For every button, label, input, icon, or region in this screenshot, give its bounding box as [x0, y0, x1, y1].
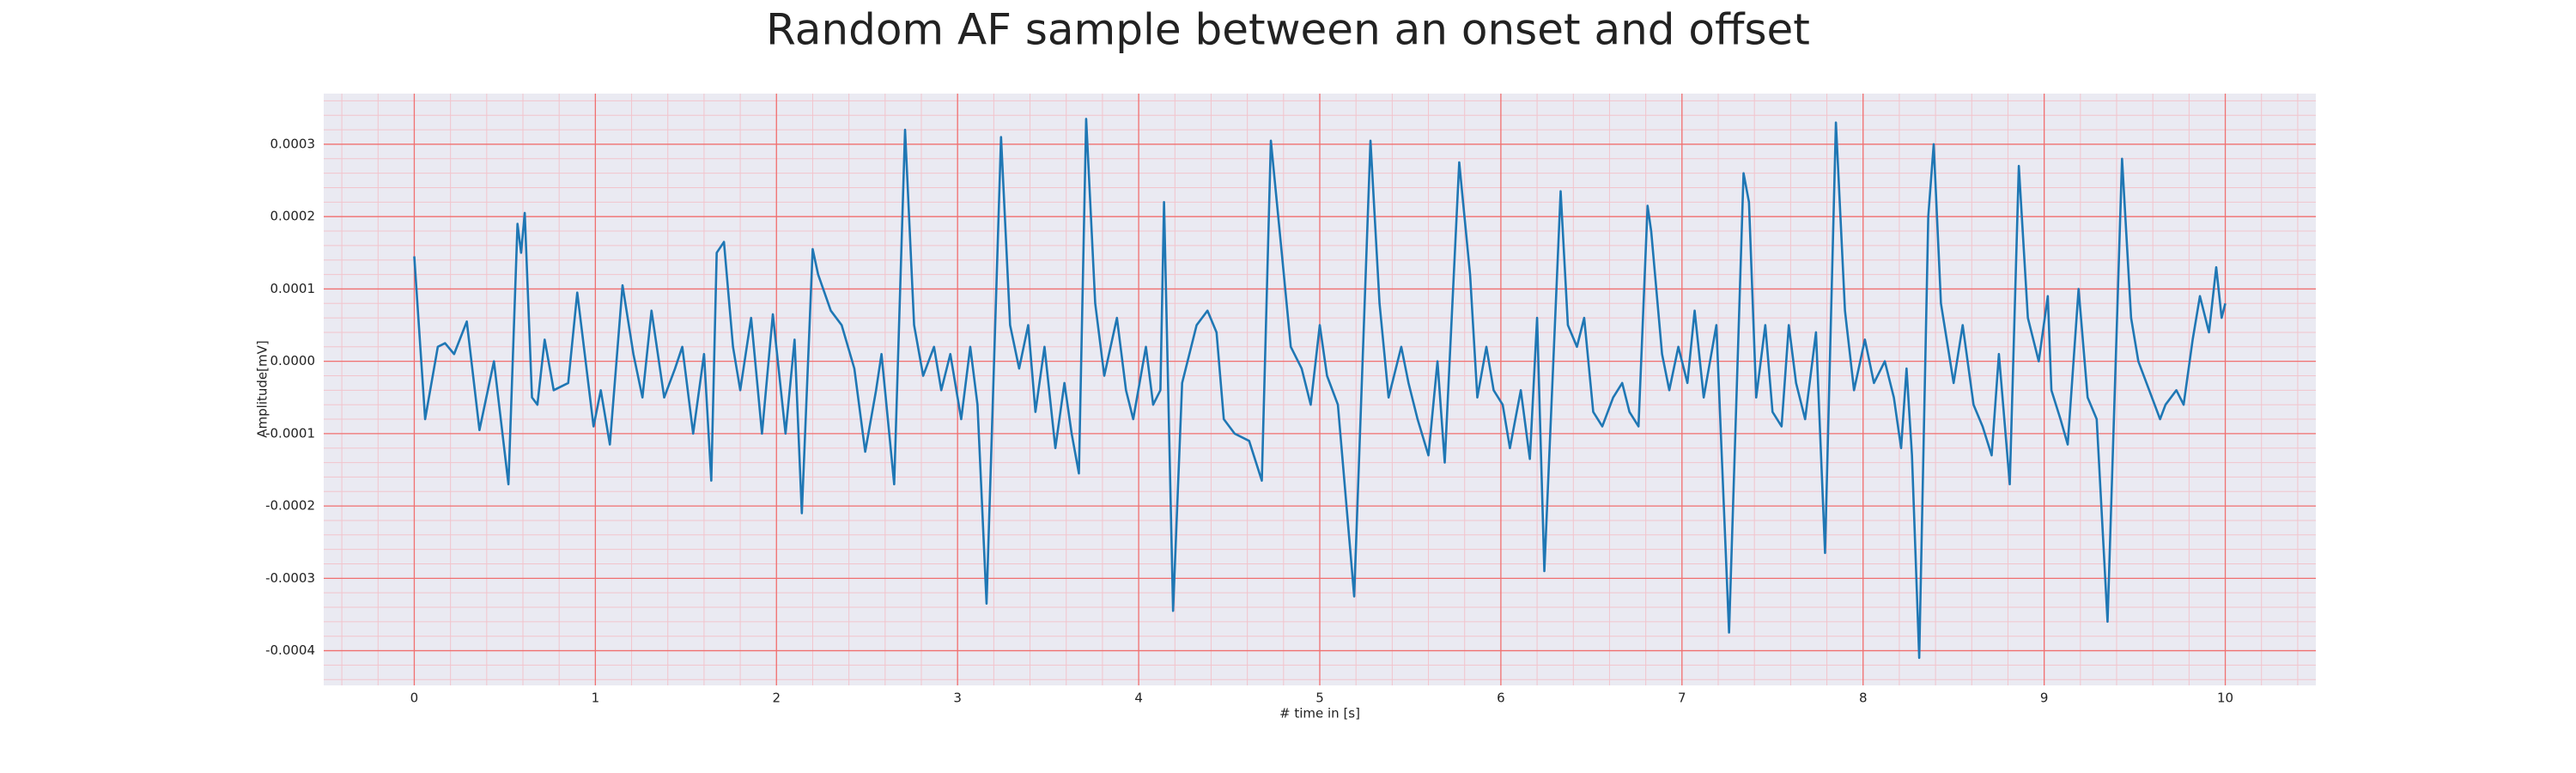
x-tick-label: 5 [1315, 691, 1324, 706]
y-tick-label: -0.0003 [265, 570, 315, 586]
y-tick-label: -0.0004 [265, 642, 315, 658]
signal-line [413, 118, 2227, 660]
y-tick-label: -0.0001 [265, 425, 315, 441]
y-axis-label: Amplitude[mV] [255, 340, 270, 437]
y-tick-label: 0.0000 [270, 353, 316, 368]
x-tick-label: 2 [772, 691, 781, 706]
y-tick-label: 0.0001 [270, 281, 316, 296]
x-tick-label: 9 [2040, 691, 2049, 706]
x-tick-label: 4 [1134, 691, 1143, 706]
y-tick-label: 0.0002 [270, 209, 316, 224]
x-tick-label: 10 [2217, 691, 2233, 706]
y-tick-label: -0.0002 [265, 498, 315, 514]
x-tick-label: 8 [1859, 691, 1868, 706]
x-tick-label: 3 [953, 691, 962, 706]
y-tick-label: 0.0003 [270, 136, 316, 151]
chart-title: Random AF sample between an onset and of… [766, 5, 1810, 55]
series [413, 118, 2227, 660]
x-axis-label: # time in [s] [1279, 706, 1360, 721]
labels: 0 1 2 3 4 5 6 7 8 9 10 -0.0004 -0.0003 -0.0002 -0.0001… [265, 136, 2233, 705]
x-tick-label: 0 [410, 691, 419, 706]
x-tick-label: 7 [1678, 691, 1686, 706]
major-grid [324, 94, 2316, 685]
x-tick-label: 6 [1497, 691, 1505, 706]
x-tick-label: 1 [592, 691, 600, 706]
